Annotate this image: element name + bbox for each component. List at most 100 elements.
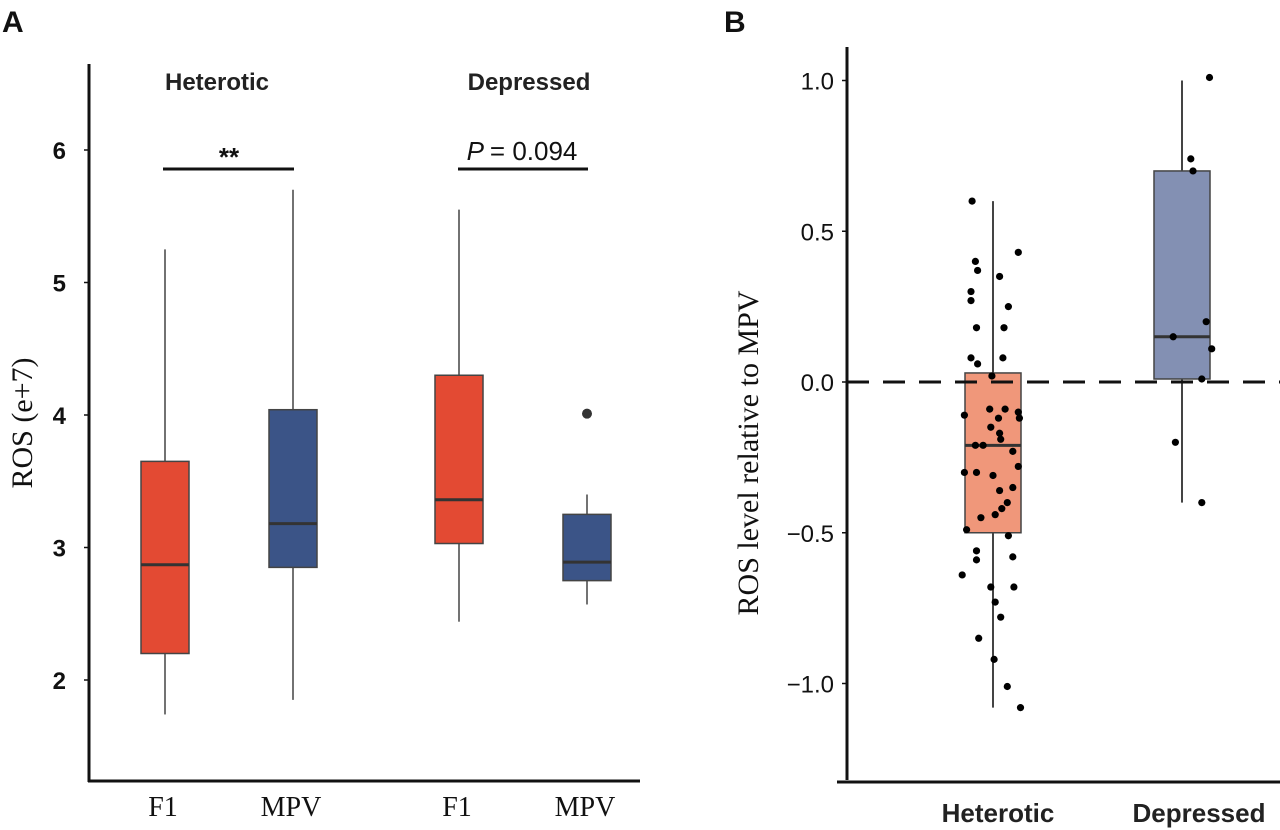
panel-b-y-ticks: −1.0 −0.5 0.0 0.5 1.0	[787, 69, 847, 699]
data-point	[998, 505, 1006, 513]
y-tick-label: −0.5	[787, 521, 834, 548]
data-point	[1014, 408, 1022, 416]
data-point	[968, 197, 976, 205]
box-iqr	[268, 408, 318, 569]
panel-a-label: A	[2, 6, 24, 39]
data-point	[991, 511, 999, 519]
data-point	[971, 441, 980, 449]
data-point	[972, 468, 981, 477]
data-point	[1205, 73, 1214, 82]
data-point	[996, 429, 1004, 437]
data-point	[996, 486, 1004, 495]
data-point	[1004, 532, 1013, 540]
panel-b-points	[958, 73, 1216, 712]
points-depressed	[1169, 73, 1216, 507]
panel-a: A 2 3 4 5 6 ROS (e+7) Heterotic Depressed **…	[2, 6, 640, 823]
data-point	[1000, 324, 1008, 332]
data-point	[971, 257, 980, 265]
data-point	[997, 435, 1005, 443]
panel-b-boxes	[964, 80, 1211, 708]
data-point	[996, 272, 1004, 281]
y-tick-label: 5	[53, 271, 66, 298]
data-point	[987, 423, 995, 431]
data-point	[963, 526, 971, 534]
data-point	[986, 405, 994, 413]
data-point	[1202, 318, 1210, 326]
data-point	[1189, 167, 1197, 175]
data-point	[1001, 405, 1009, 413]
panel-a-boxes	[140, 189, 612, 715]
p-symbol: P	[467, 136, 485, 166]
data-point	[1208, 345, 1216, 353]
data-point	[987, 583, 995, 591]
box-heterotic	[964, 201, 1022, 708]
data-point	[974, 266, 982, 275]
box-heterotic-mpv	[268, 189, 318, 700]
x-tick-label-depressed: Depressed	[1133, 798, 1266, 828]
data-point	[967, 296, 975, 305]
box-iqr	[562, 513, 612, 582]
data-point	[972, 324, 981, 332]
data-point	[1171, 438, 1179, 446]
data-point	[967, 287, 975, 296]
data-point	[1009, 553, 1017, 561]
panel-b: B −1.0 −0.5 0.0 0.5 1.0 ROS level relative t…	[724, 6, 1280, 828]
p-value: = 0.094	[490, 136, 577, 166]
data-point	[1169, 333, 1177, 341]
significance-heterotic: **	[219, 142, 240, 172]
x-tick-label-f1: F1	[442, 792, 472, 823]
data-point	[1009, 483, 1017, 492]
data-point	[1003, 499, 1011, 507]
data-point	[960, 468, 969, 477]
data-point	[1187, 155, 1195, 163]
outlier-point	[582, 408, 592, 419]
panel-b-x-ticks: Heterotic Depressed	[942, 798, 1266, 828]
panel-b-y-axis-label: ROS level relative to MPV	[732, 290, 765, 615]
data-point	[958, 571, 966, 579]
y-tick-label: 2	[53, 668, 66, 695]
y-tick-label: −1.0	[787, 672, 834, 699]
box-iqr	[140, 460, 190, 655]
data-point	[967, 354, 975, 362]
box-iqr	[434, 374, 484, 545]
data-point	[988, 372, 996, 380]
data-point	[977, 514, 985, 522]
group-title-heterotic: Heterotic	[165, 69, 269, 96]
y-tick-label: 1.0	[801, 69, 834, 96]
panel-a-y-axis-label: ROS (e+7)	[6, 357, 39, 488]
data-point	[979, 441, 987, 449]
data-point	[972, 556, 981, 564]
x-tick-label-f1: F1	[148, 792, 178, 823]
data-point	[1010, 583, 1018, 591]
y-tick-label: 0.0	[801, 370, 834, 397]
x-tick-label-heterotic: Heterotic	[942, 798, 1055, 828]
significance-depressed: P = 0.094	[467, 136, 578, 166]
box-depressed-f1	[434, 209, 484, 622]
y-tick-label: 4	[53, 403, 67, 430]
data-point	[972, 547, 981, 555]
box-iqr	[1153, 170, 1211, 380]
data-point	[1198, 499, 1206, 507]
data-point	[975, 634, 983, 642]
data-point	[989, 471, 997, 480]
data-point	[1003, 682, 1011, 691]
y-tick-label: 0.5	[801, 219, 834, 246]
points-heterotic	[958, 197, 1025, 712]
box-iqr	[964, 372, 1022, 534]
data-point	[999, 354, 1007, 362]
data-point	[974, 360, 982, 368]
data-point	[1198, 375, 1206, 383]
data-point	[960, 411, 969, 419]
panel-a-x-ticks: F1 MPV F1 MPV	[148, 792, 615, 823]
x-tick-label-mpv: MPV	[555, 792, 616, 823]
data-point	[1014, 462, 1022, 471]
box-depressed	[1153, 80, 1211, 503]
data-point	[1004, 303, 1013, 311]
group-title-depressed: Depressed	[468, 69, 591, 96]
y-tick-label: 6	[53, 138, 66, 165]
x-tick-label-mpv: MPV	[261, 792, 322, 823]
y-tick-label: 3	[53, 536, 66, 563]
data-point	[990, 655, 998, 663]
data-point	[1015, 414, 1024, 422]
